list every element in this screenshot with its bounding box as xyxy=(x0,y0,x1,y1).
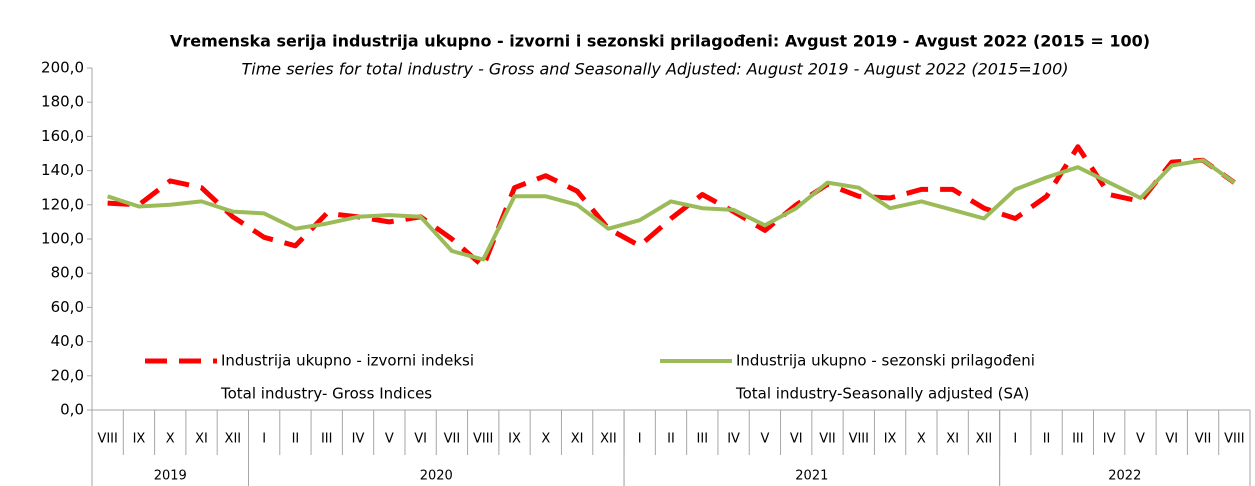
x-tick-label: I xyxy=(1013,432,1017,447)
y-tick-label: 60,0 xyxy=(51,298,84,316)
x-tick-label: XI xyxy=(946,432,959,447)
x-tick-label: VIII xyxy=(97,432,117,447)
y-tick-label: 0,0 xyxy=(60,401,84,419)
legend-label-en: Total industry- Gross Indices xyxy=(220,385,432,403)
y-tick-label: 160,0 xyxy=(41,127,84,145)
x-tick-label: I xyxy=(262,432,266,447)
x-tick-label: VI xyxy=(790,432,803,447)
x-tick-label: V xyxy=(760,432,769,447)
x-tick-label: III xyxy=(697,432,709,447)
y-tick-label: 100,0 xyxy=(41,230,84,248)
legend-label: Industrija ukupno - izvorni indeksi xyxy=(221,352,474,370)
x-tick-label: VIII xyxy=(473,432,493,447)
legend-label: Industrija ukupno - sezonski prilagođeni xyxy=(736,352,1035,370)
series-line xyxy=(107,144,1236,269)
x-tick-label: VIII xyxy=(1224,432,1244,447)
x-tick-label: I xyxy=(638,432,642,447)
y-tick-label: 120,0 xyxy=(41,195,84,213)
x-tick-label: X xyxy=(166,432,175,447)
x-tick-label: IX xyxy=(884,432,897,447)
legend-label-en: Total industry-Seasonally adjusted (SA) xyxy=(735,385,1029,403)
x-tick-label: XI xyxy=(571,432,584,447)
x-tick-label: IX xyxy=(508,432,521,447)
y-tick-label: 40,0 xyxy=(51,332,84,350)
series-line xyxy=(106,158,1236,262)
x-tick-label: XII xyxy=(976,432,993,447)
x-group-label: 2022 xyxy=(1108,469,1141,484)
y-tick-label: 180,0 xyxy=(41,93,84,111)
x-tick-label: IX xyxy=(133,432,146,447)
x-tick-label: X xyxy=(917,432,926,447)
x-tick-label: II xyxy=(1043,432,1051,447)
x-tick-label: X xyxy=(541,432,550,447)
x-tick-label: VI xyxy=(414,432,427,447)
x-tick-label: V xyxy=(385,432,394,447)
x-group-label: 2020 xyxy=(420,469,453,484)
x-tick-label: VIII xyxy=(849,432,869,447)
x-tick-label: XII xyxy=(225,432,242,447)
y-tick-label: 140,0 xyxy=(41,161,84,179)
x-group-label: 2019 xyxy=(154,469,187,484)
x-tick-label: IV xyxy=(352,432,365,447)
x-tick-label: III xyxy=(321,432,333,447)
x-tick-label: VII xyxy=(444,432,461,447)
x-tick-label: II xyxy=(292,432,300,447)
y-tick-label: 200,0 xyxy=(41,59,84,77)
x-group-label: 2021 xyxy=(795,469,828,484)
x-tick-label: VI xyxy=(1165,432,1178,447)
y-tick-label: 80,0 xyxy=(51,264,84,282)
x-tick-label: IV xyxy=(1103,432,1116,447)
x-tick-label: VII xyxy=(1195,432,1212,447)
y-tick-label: 20,0 xyxy=(51,366,84,384)
x-tick-label: IV xyxy=(727,432,740,447)
x-tick-label: III xyxy=(1072,432,1084,447)
chart-title: Vremenska serija industrija ukupno - izv… xyxy=(170,32,1150,51)
x-tick-label: XI xyxy=(195,432,208,447)
x-tick-label: VII xyxy=(819,432,836,447)
x-tick-label: V xyxy=(1136,432,1145,447)
chart-subtitle: Time series for total industry - Gross a… xyxy=(241,60,1068,79)
x-tick-label: II xyxy=(667,432,675,447)
x-tick-label: XII xyxy=(600,432,617,447)
